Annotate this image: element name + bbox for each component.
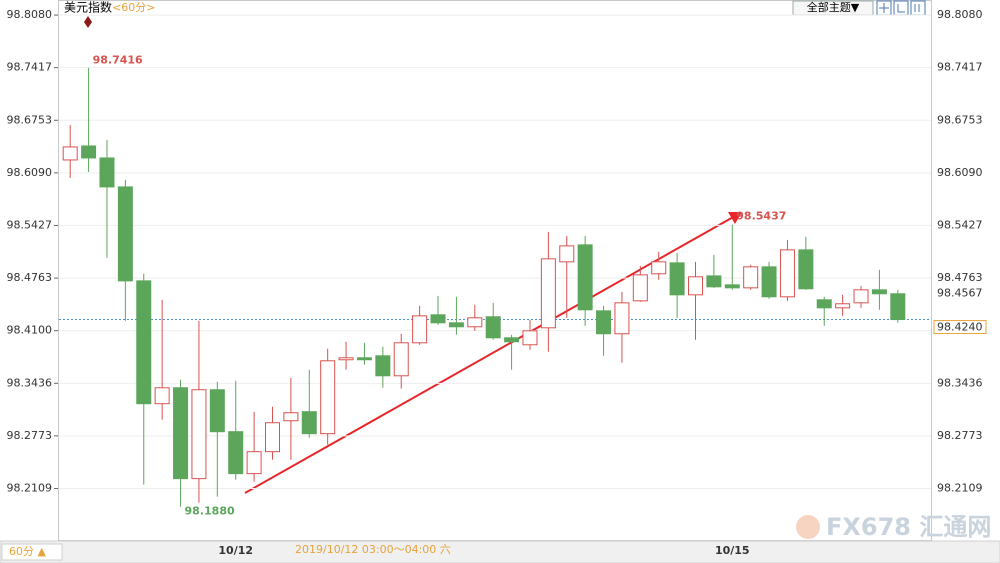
y-tick-label: 98.4763	[7, 271, 53, 284]
watermark-logo	[796, 515, 820, 539]
y-tick-label-right: 98.8080	[937, 8, 983, 21]
candle-body	[283, 412, 299, 422]
footer-bar	[0, 540, 1000, 563]
trend-arrow-head	[728, 212, 742, 224]
last-price-label: 98.4240	[937, 321, 983, 334]
y-tick-label: 98.8080	[7, 8, 53, 21]
y-tick-label: 98.2773	[7, 429, 53, 442]
candle-body	[577, 244, 593, 311]
candle-body	[412, 315, 428, 344]
candle-body	[320, 360, 336, 435]
y-tick-label: 98.6753	[7, 113, 53, 126]
candle-body	[522, 330, 538, 346]
candle-body	[62, 146, 78, 161]
y-tick-label-right: 98.4763	[937, 271, 983, 284]
period-button-label: 60分 ▲	[9, 545, 46, 558]
candle-body	[209, 389, 225, 433]
candle-body	[669, 262, 685, 296]
candle-body	[430, 314, 446, 324]
candle-body	[706, 275, 722, 288]
marker-diamond	[84, 16, 92, 28]
annotation: 98.7416	[93, 54, 143, 67]
candle-body	[448, 322, 464, 328]
chart-subtitle: <60分>	[112, 1, 155, 14]
crosshair-time: 2019/10/12 03:00～04:00 六	[295, 543, 451, 556]
y-tick-label-right: 98.3436	[937, 376, 983, 389]
candle-body	[688, 276, 703, 296]
candle-body	[779, 249, 795, 298]
watermark: FX678 汇通网	[826, 513, 991, 541]
candle-body	[724, 284, 740, 289]
y-tick-label-right: 98.6090	[937, 166, 983, 179]
annotation: 98.5437	[736, 210, 786, 223]
y-tick-label: 98.5427	[7, 218, 53, 231]
candle-body	[301, 411, 317, 435]
candle-body	[540, 258, 556, 329]
y-tick-label-right: 98.6753	[937, 113, 983, 126]
candle-body	[356, 357, 372, 361]
candle-body	[338, 357, 354, 361]
candle-body	[853, 289, 869, 304]
candle-body	[246, 451, 262, 475]
candle-body	[761, 266, 777, 298]
theme-button-label: 全部主题▼	[807, 0, 860, 14]
x-tick-label: 10/15	[715, 544, 750, 557]
candle-body	[228, 431, 244, 475]
candle-body	[485, 316, 501, 339]
y-tick-label: 98.6090	[7, 166, 53, 179]
candle-body	[117, 186, 133, 282]
y-tick-label-right: 98.5427	[937, 218, 983, 231]
candle-body	[835, 303, 851, 309]
candle-body	[81, 145, 97, 159]
y-tick-label: 98.7417	[7, 61, 53, 74]
candle-body	[651, 261, 667, 275]
y-tick-label-right: 98.2109	[937, 482, 983, 495]
candle-body	[173, 387, 189, 480]
candle-body	[596, 310, 612, 335]
candle-body	[871, 289, 887, 295]
candle-body	[191, 389, 207, 480]
tool-icon-glyph	[879, 3, 920, 13]
annotation: 98.1880	[185, 505, 235, 518]
last-price-box	[933, 320, 987, 335]
candle-body	[504, 337, 520, 343]
candle-body	[154, 387, 170, 405]
candle-body	[798, 249, 814, 290]
y-tick-label: 98.2109	[7, 482, 53, 495]
y-tick-label-right: 98.2773	[937, 429, 983, 442]
candle-body	[393, 342, 409, 377]
candle-body	[890, 293, 906, 321]
candle-body	[265, 422, 280, 453]
candle-body	[743, 266, 759, 289]
marker-price-label: 98.4567	[937, 287, 983, 300]
y-tick-label-right: 98.7417	[937, 61, 983, 74]
x-tick-label: 10/12	[218, 544, 253, 557]
candle-body	[614, 302, 630, 335]
candle-body	[99, 157, 115, 188]
candle-body	[375, 355, 391, 377]
y-tick-label: 98.3436	[7, 376, 53, 389]
candle-body	[136, 280, 152, 405]
chart-title: 美元指数	[64, 0, 112, 15]
candle-body	[632, 274, 648, 302]
candle-body	[816, 299, 832, 309]
y-tick-label: 98.4100	[7, 324, 53, 337]
period-button[interactable]	[1, 543, 63, 561]
candle-body	[467, 317, 483, 328]
candle-body	[559, 245, 575, 263]
